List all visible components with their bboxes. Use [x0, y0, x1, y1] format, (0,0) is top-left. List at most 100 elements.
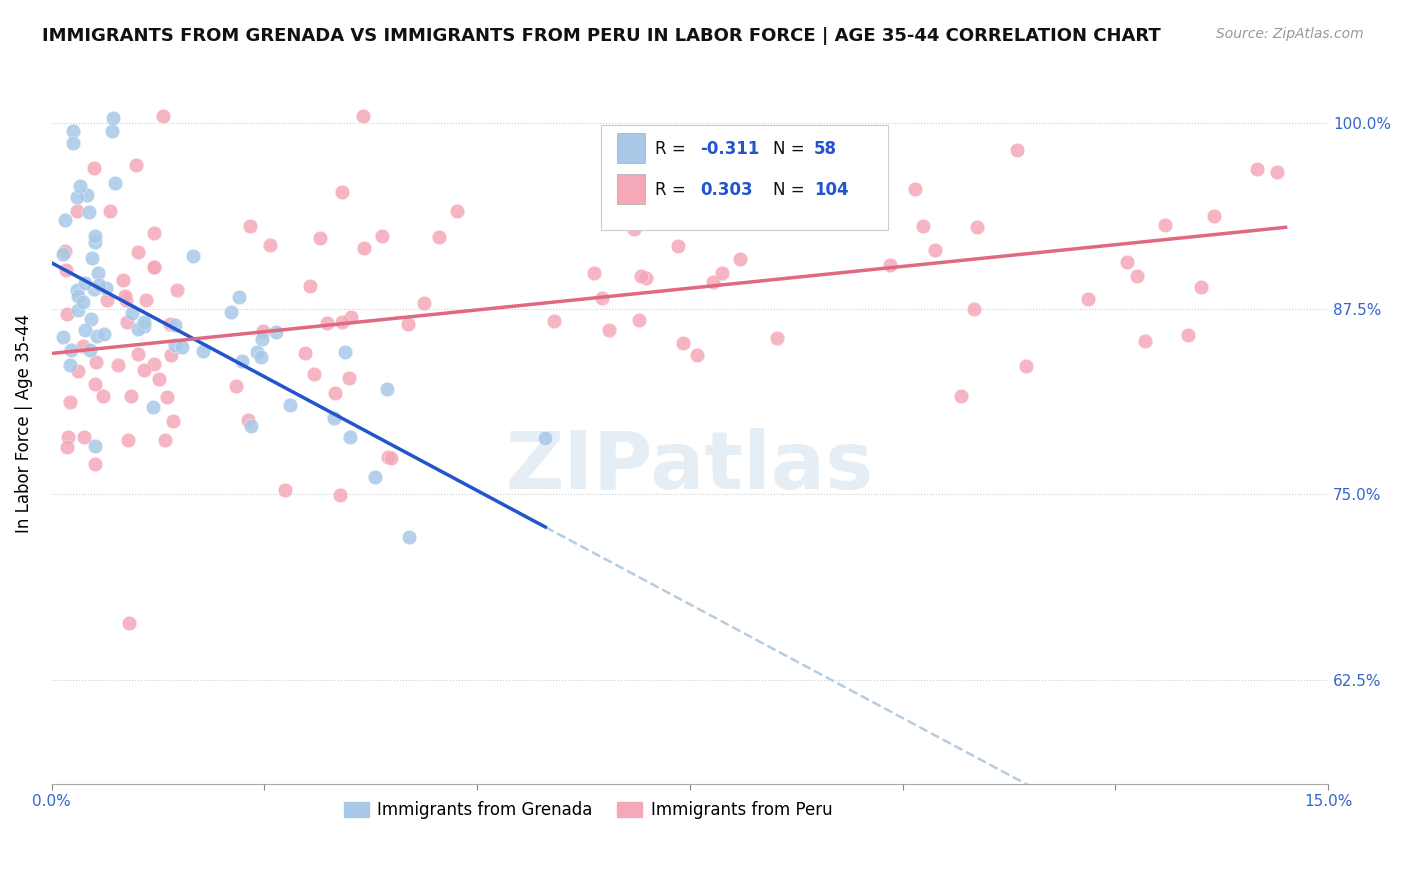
Point	[91, 389, 114, 403]
Point	[62, 124, 84, 138]
FancyBboxPatch shape	[617, 133, 645, 163]
Point	[66, 190, 89, 204]
Point	[353, 241, 375, 255]
Point	[80, 251, 103, 265]
Y-axis label: In Labor Force | Age 35-44: In Labor Force | Age 35-44	[15, 314, 32, 533]
Point	[84, 457, 107, 471]
Point	[58, 429, 80, 443]
Point	[153, 434, 176, 448]
Point	[339, 430, 361, 444]
Point	[628, 313, 651, 327]
Point	[193, 344, 215, 359]
Point	[66, 302, 89, 317]
Point	[142, 226, 165, 240]
Point	[143, 357, 166, 371]
Point	[83, 235, 105, 250]
Point	[76, 187, 98, 202]
Text: 0.303: 0.303	[700, 181, 752, 199]
Point	[86, 266, 108, 280]
Point	[170, 340, 193, 354]
Point	[101, 124, 124, 138]
Point	[249, 350, 271, 364]
Point	[583, 266, 606, 280]
Point	[1133, 334, 1156, 348]
Point	[62, 136, 84, 150]
Point	[1177, 327, 1199, 342]
Point	[766, 331, 789, 345]
Point	[60, 343, 83, 357]
Point	[228, 290, 250, 304]
Point	[83, 161, 105, 176]
Point	[259, 238, 281, 252]
Text: Source: ZipAtlas.com: Source: ZipAtlas.com	[1216, 27, 1364, 41]
Point	[298, 279, 321, 293]
Point	[163, 318, 186, 333]
Point	[949, 389, 972, 403]
Point	[240, 419, 263, 434]
Point	[72, 295, 94, 310]
Point	[238, 412, 260, 426]
Point	[239, 219, 262, 233]
Point	[89, 277, 111, 292]
Point	[333, 345, 356, 359]
Text: R =: R =	[655, 140, 692, 158]
Point	[160, 349, 183, 363]
Point	[309, 231, 332, 245]
Point	[1189, 280, 1212, 294]
Point	[1077, 292, 1099, 306]
Point	[396, 318, 419, 332]
Point	[1015, 359, 1038, 374]
Point	[104, 176, 127, 190]
Point	[598, 323, 620, 337]
Point	[963, 301, 986, 316]
Point	[73, 277, 96, 291]
Point	[98, 204, 121, 219]
FancyBboxPatch shape	[617, 174, 645, 204]
Point	[96, 293, 118, 308]
Point	[112, 273, 135, 287]
Point	[127, 347, 149, 361]
Point	[1153, 218, 1175, 232]
Point	[686, 348, 709, 362]
Point	[115, 293, 138, 307]
Point	[323, 386, 346, 401]
Point	[120, 389, 142, 403]
Point	[156, 390, 179, 404]
Point	[591, 291, 613, 305]
Point	[322, 411, 344, 425]
Point	[666, 238, 689, 252]
Point	[315, 316, 337, 330]
Point	[181, 249, 204, 263]
Point	[672, 335, 695, 350]
Point	[1265, 165, 1288, 179]
Point	[52, 330, 75, 344]
Text: -0.311: -0.311	[700, 140, 759, 158]
Point	[630, 268, 652, 283]
Point	[353, 109, 375, 123]
Point	[152, 109, 174, 123]
Point	[165, 338, 187, 352]
Point	[143, 260, 166, 274]
Legend: Immigrants from Grenada, Immigrants from Peru: Immigrants from Grenada, Immigrants from…	[337, 795, 839, 826]
Point	[59, 395, 82, 409]
Point	[53, 212, 76, 227]
Point	[84, 376, 107, 391]
Point	[66, 289, 89, 303]
Point	[83, 439, 105, 453]
Point	[125, 158, 148, 172]
Point	[118, 615, 141, 630]
Point	[966, 219, 988, 234]
FancyBboxPatch shape	[600, 125, 887, 229]
Point	[115, 315, 138, 329]
Point	[53, 244, 76, 259]
Point	[83, 282, 105, 296]
Point	[72, 338, 94, 352]
Point	[73, 323, 96, 337]
Point	[135, 293, 157, 308]
Point	[600, 193, 623, 207]
Point	[134, 363, 156, 377]
Point	[127, 245, 149, 260]
Text: ZIPatlas: ZIPatlas	[506, 428, 875, 506]
Point	[56, 440, 79, 454]
Point	[73, 429, 96, 443]
